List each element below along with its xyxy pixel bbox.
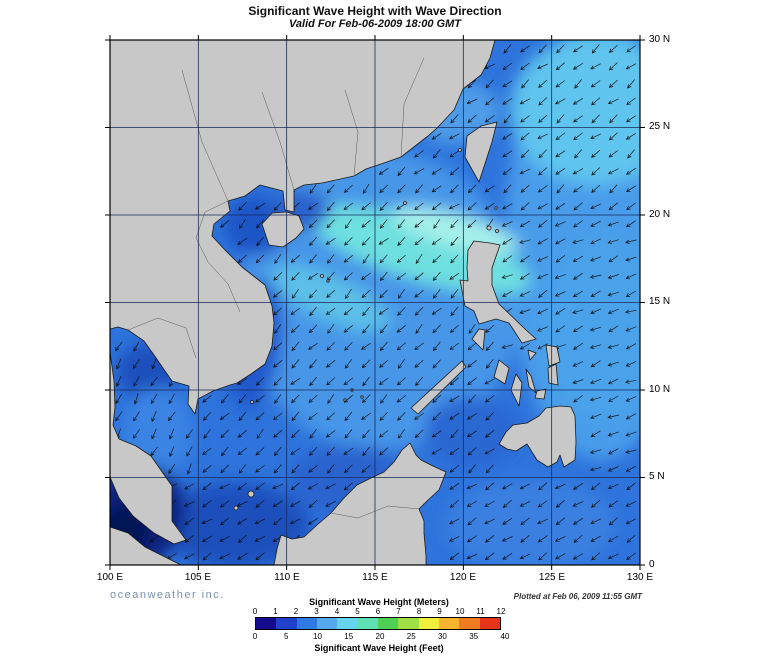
lon-label-105e: 105 E: [184, 572, 212, 583]
land-mainland-asia: [110, 40, 496, 415]
legend-color-segment: [337, 618, 358, 629]
feet-tick-label: 20: [375, 632, 385, 641]
legend-color-segment: [296, 618, 317, 629]
feet-tick-label: 30: [437, 632, 447, 641]
legend-color-segment: [316, 618, 338, 629]
legend-title-feet: Significant Wave Height (Feet): [314, 643, 444, 653]
lon-label-125e: 125 E: [538, 572, 566, 583]
meters-tick-label: 6: [375, 607, 381, 616]
island-dot: [495, 229, 499, 233]
lon-label-100e: 100 E: [96, 572, 124, 583]
lat-label-10n: 10 N: [649, 384, 671, 395]
feet-tick-label: 25: [406, 632, 416, 641]
land-borneo: [273, 442, 447, 565]
meters-tick-label: 7: [396, 607, 401, 616]
grid-lines: [110, 40, 640, 565]
island-dot: [343, 398, 347, 402]
meters-tick-label: 10: [455, 607, 465, 616]
meters-tick-label: 4: [334, 607, 340, 616]
meters-tick-label: 11: [476, 607, 485, 616]
legend-color-segment: [357, 618, 378, 629]
lat-label-30n: 30 N: [649, 34, 671, 45]
island-dot: [403, 201, 407, 205]
land-samar: [545, 344, 561, 367]
lat-label-5n: 5 N: [649, 471, 665, 482]
landmasses: [110, 40, 577, 565]
legend-color-segment: [256, 618, 277, 629]
island-dot: [250, 400, 254, 404]
meters-tick-label: 12: [496, 607, 506, 616]
feet-tick-label: 10: [313, 632, 322, 641]
land-leyte: [547, 363, 559, 386]
meters-tick-label: 9: [437, 607, 442, 616]
feet-tick-label: 0: [252, 632, 258, 641]
wave-arrow-glyphs: [114, 44, 637, 561]
land-mindanao: [498, 405, 577, 468]
feet-tick-label: 5: [284, 632, 289, 641]
island-dot: [247, 490, 255, 498]
legend-color-segment: [418, 618, 439, 629]
land-cebu: [525, 368, 537, 394]
lon-label-115e: 115 E: [362, 572, 388, 583]
island-dot: [486, 225, 492, 231]
small-islands: [233, 148, 499, 511]
meters-tick-label: 1: [273, 607, 278, 616]
legend-meters-ticks: 0 1 2 3 4 5 6 7 8 9 10 11 12: [252, 607, 506, 616]
land-luzon: [459, 240, 537, 344]
oceanweather-logo-text: oceanweather inc.: [110, 589, 225, 601]
meters-tick-label: 3: [314, 607, 319, 616]
map-frame: [109, 39, 641, 566]
lon-label-130e: 130 E: [626, 572, 654, 583]
feet-tick-label: 35: [469, 632, 479, 641]
legend-color-segment: [377, 618, 399, 629]
land-masbate: [527, 349, 537, 361]
lat-label-0: 0: [649, 559, 655, 570]
island-dot: [326, 279, 330, 283]
legend-color-segment: [398, 618, 419, 629]
feet-tick-label: 40: [500, 632, 510, 641]
lon-label-120e: 120 E: [449, 572, 477, 583]
wave-direction-arrows: [114, 44, 637, 561]
feet-tick-label: 15: [344, 632, 354, 641]
land-palawan: [410, 360, 467, 415]
frame-ticks: [105, 35, 645, 570]
land-panay: [493, 359, 510, 385]
legend-color-segment: [276, 618, 297, 629]
plotted-timestamp: Plotted at Feb 06, 2009 11:55 GMT: [513, 592, 642, 601]
lat-label-15n: 15 N: [649, 296, 671, 307]
chart-valid-time: Valid For Feb-06-2009 18:00 GMT: [289, 18, 461, 30]
legend-color-segment: [479, 618, 500, 629]
island-dot: [233, 505, 239, 511]
legend-colorbar: [255, 617, 501, 630]
legend-color-segment: [459, 618, 480, 629]
island-dot: [360, 395, 364, 399]
meters-tick-label: 0: [252, 607, 258, 616]
island-dot: [458, 148, 462, 152]
legend-title-meters: Significant Wave Height (Meters): [309, 597, 449, 607]
island-dot: [320, 274, 324, 278]
island-dot: [494, 206, 498, 210]
land-mindoro: [471, 328, 486, 351]
land-sumatra: [110, 526, 182, 565]
meters-tick-label: 2: [293, 607, 299, 616]
legend-color-segment: [438, 618, 460, 629]
land-borders: [127, 57, 425, 519]
lon-label-110e: 110 E: [274, 572, 300, 583]
legend-feet-ticks: 0 5 10 15 20 25 30 35 40: [252, 632, 510, 641]
land-malay-peninsula: [110, 351, 187, 545]
chart-title: Significant Wave Height with Wave Direct…: [248, 4, 502, 18]
land-taiwan: [464, 121, 498, 183]
meters-tick-label: 5: [355, 607, 360, 616]
meters-tick-label: 8: [416, 607, 422, 616]
lat-label-25n: 25 N: [649, 121, 671, 132]
land-hainan: [261, 211, 305, 248]
lat-label-20n: 20 N: [649, 209, 671, 220]
